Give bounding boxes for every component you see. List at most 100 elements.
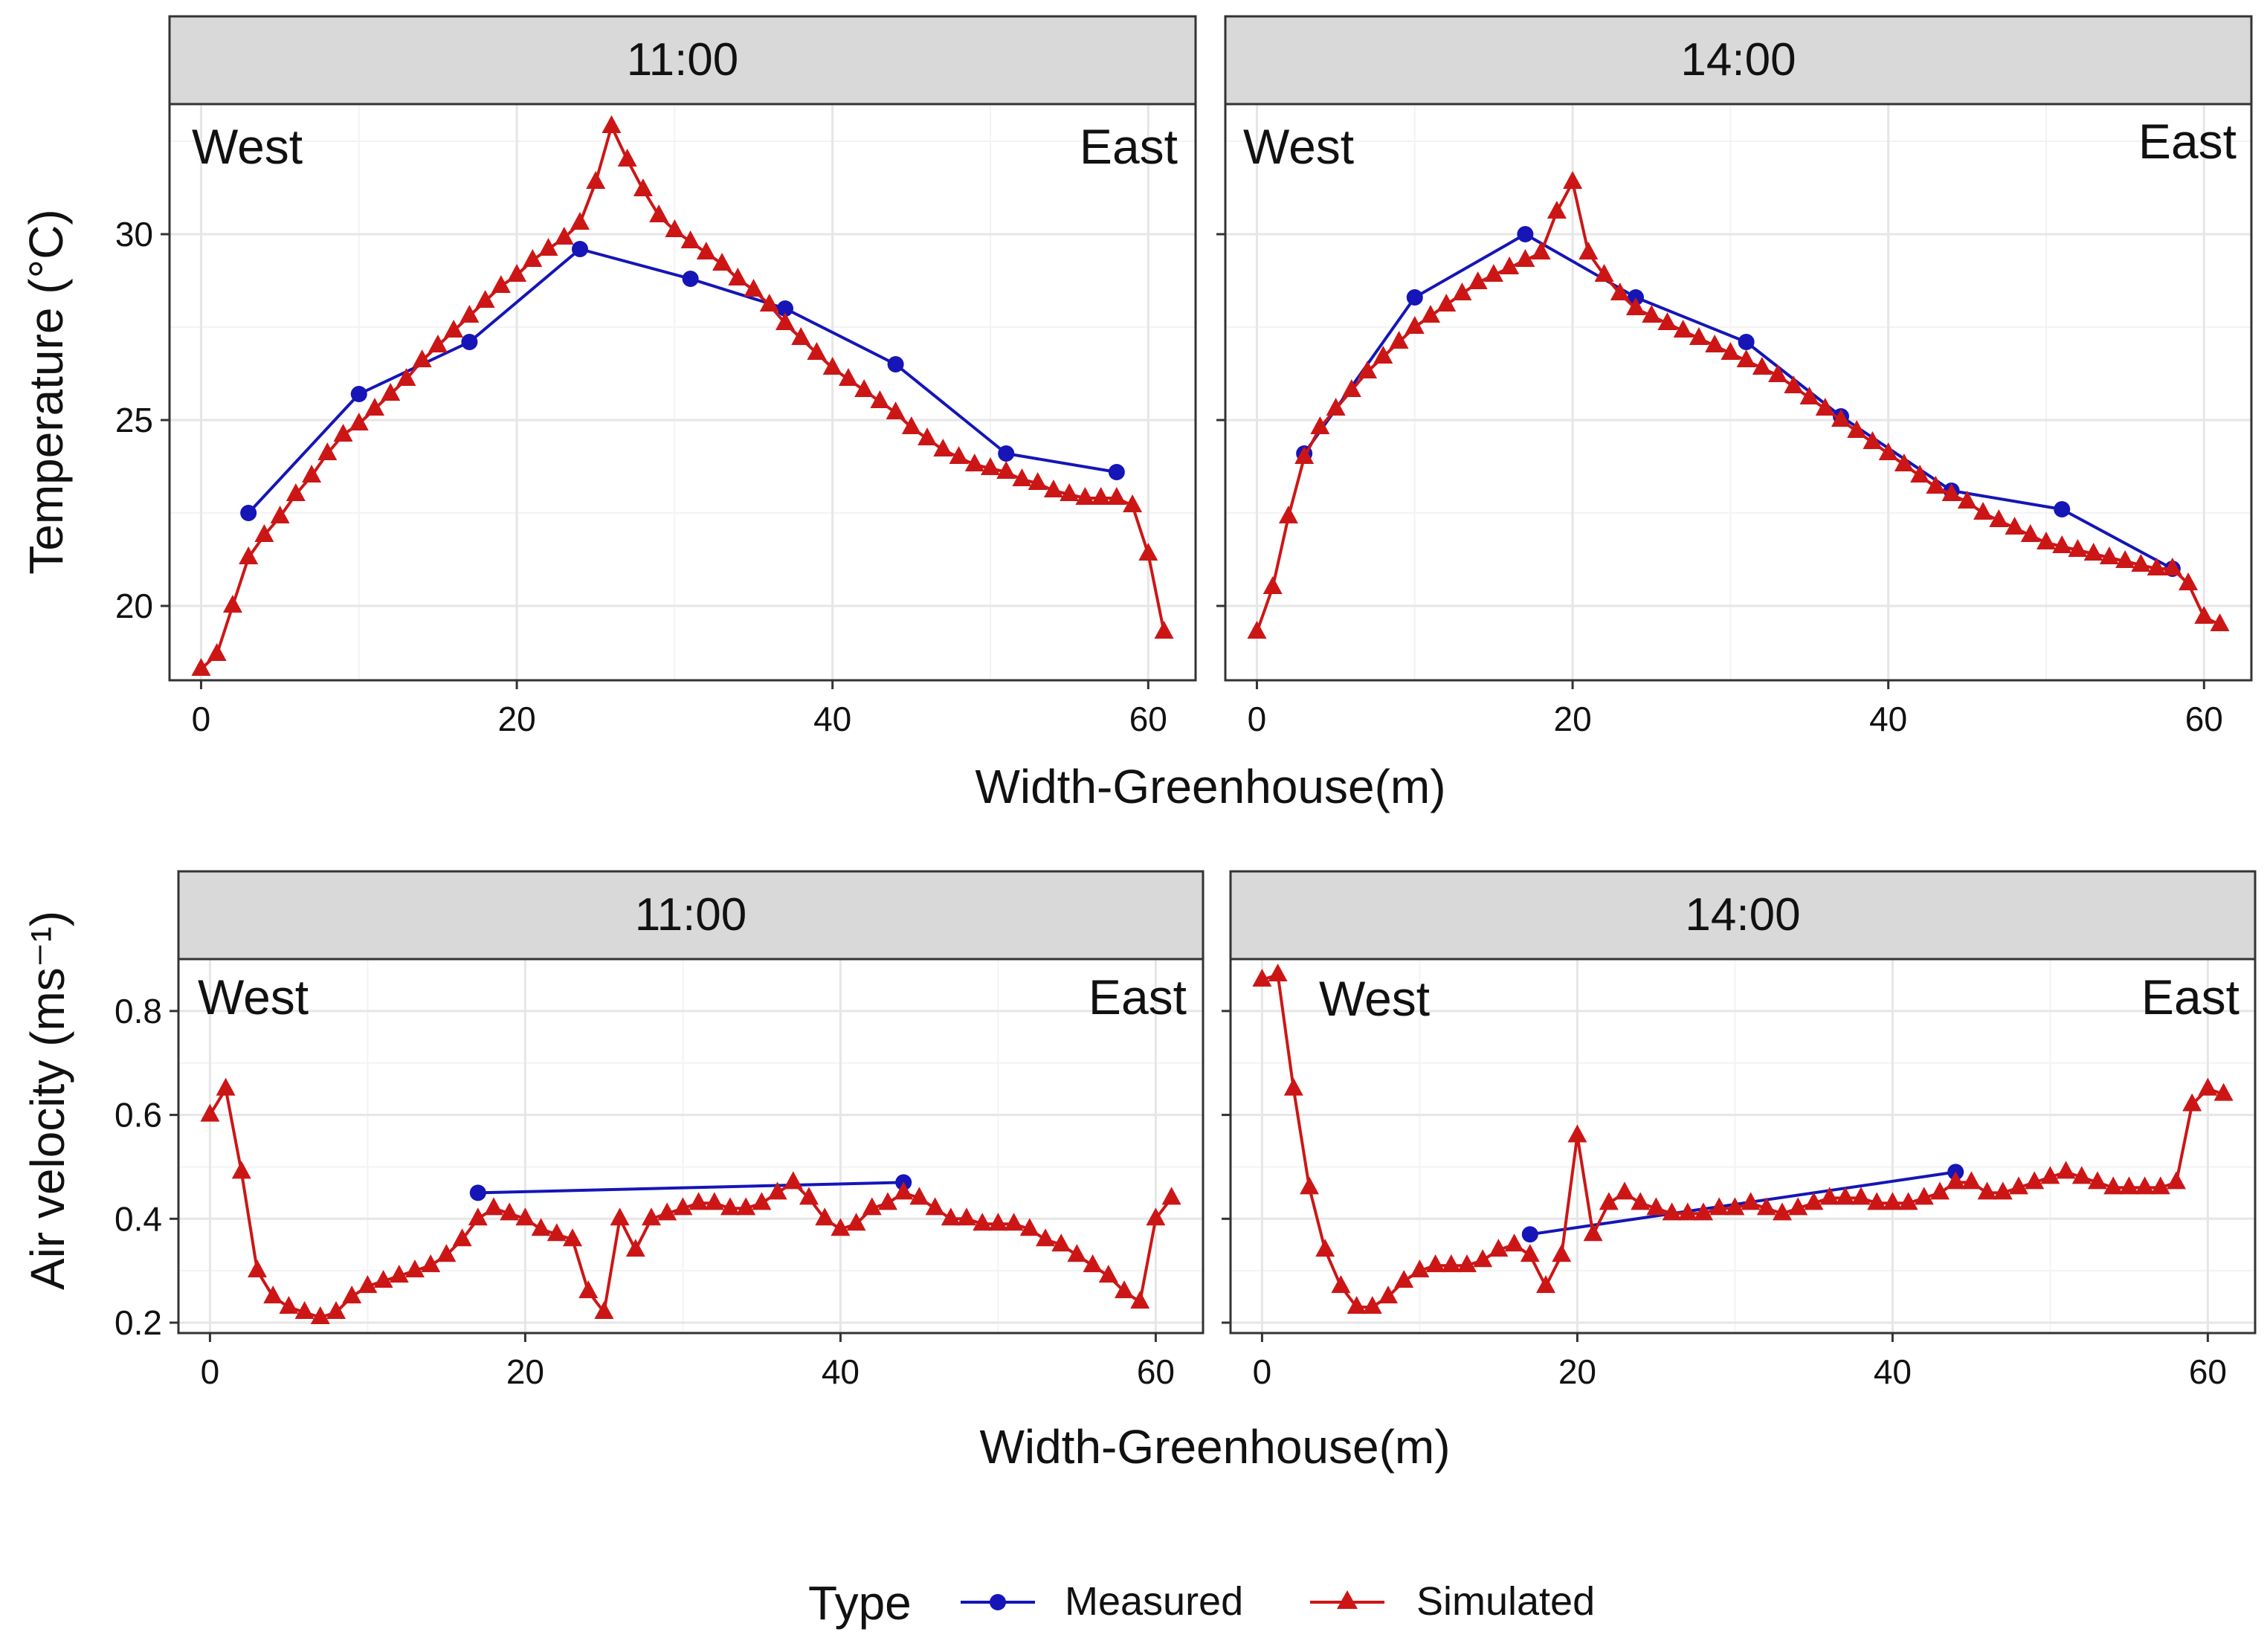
simulated-point: [1378, 1285, 1398, 1304]
simulated-point: [1473, 1249, 1493, 1268]
grid-lines: [178, 959, 1203, 1333]
simulated-point: [538, 238, 558, 256]
simulated-point: [2071, 1166, 2092, 1184]
simulated-point: [1898, 1192, 1918, 1210]
simulated-point: [633, 178, 653, 196]
simulated-point: [2083, 543, 2103, 561]
simulated-point: [1130, 1291, 1150, 1309]
simulated-point: [673, 1197, 693, 1216]
simulated-point: [405, 1259, 425, 1278]
legend: Type Measured Simulated: [808, 1576, 1595, 1630]
simulated-point: [925, 1197, 945, 1216]
simulated-point: [1421, 305, 1440, 323]
simulated-point: [1610, 283, 1630, 300]
simulated-point: [1347, 1296, 1367, 1314]
simulated-point: [1300, 1176, 1319, 1195]
simulated-point: [1028, 472, 1048, 490]
grid-lines: [1225, 104, 2251, 680]
simulated-point: [468, 1207, 488, 1226]
simulated-point: [1091, 487, 1111, 505]
panel-border: [168, 103, 1197, 682]
simulated-point: [1436, 294, 1457, 312]
simulated-point: [358, 1275, 378, 1294]
simulated-point: [1138, 543, 1158, 561]
simulated-point: [1536, 1275, 1555, 1294]
simulated-point: [231, 1161, 251, 1179]
measured-point: [1517, 226, 1534, 242]
measured-point: [2054, 501, 2071, 517]
simulated-point: [389, 1265, 409, 1283]
simulated-point: [1567, 1124, 1587, 1143]
simulated-point: [728, 268, 748, 285]
simulated-point: [1043, 480, 1063, 497]
simulated-point: [239, 546, 259, 564]
simulated-point: [1504, 1233, 1524, 1252]
simulated-point: [1294, 446, 1315, 464]
simulated-point: [1373, 346, 1393, 364]
east-label: East: [1089, 969, 1187, 1025]
panel-temperature-1100: 11:00 West East 0 20 40 60 20 25 30: [115, 15, 1197, 738]
simulated-point: [1341, 379, 1361, 397]
simulated-point: [1075, 487, 1095, 505]
tick-layer: 0 20 40 60: [1222, 1010, 2227, 1391]
simulated-point: [1161, 1187, 1181, 1205]
simulated-point: [1926, 476, 1946, 494]
simulated-point: [1957, 491, 1977, 509]
simulated-point: [1910, 465, 1930, 483]
simulated-point: [704, 1192, 724, 1210]
simulated-point: [2182, 1093, 2202, 1111]
simulated-point: [894, 1181, 914, 1200]
simulated-point: [396, 368, 416, 386]
simulated-point: [862, 1197, 882, 1216]
simulated-point: [2040, 1166, 2060, 1184]
simulated-point: [2167, 1171, 2186, 1190]
simulated-point: [365, 398, 384, 416]
facet-title: 11:00: [635, 889, 747, 940]
x-tick-label: 0: [1253, 1352, 1272, 1391]
simulated-point: [1615, 1181, 1634, 1200]
simulated-point: [2210, 613, 2230, 631]
panel-border: [1224, 103, 2253, 682]
panel-velocity-1100: 11:00 West East 0 20 40 60 0.2 0.4 0.6 0.8: [115, 870, 1205, 1391]
panel-background: [1225, 104, 2251, 680]
simulated-point: [1804, 1192, 1824, 1210]
x-tick-label: 60: [2185, 700, 2223, 738]
facet-title: 14:00: [1680, 34, 1796, 85]
simulated-point: [949, 446, 969, 464]
simulated-point: [846, 1213, 866, 1231]
simulated-point: [696, 242, 716, 259]
simulated-point: [1106, 487, 1126, 505]
simulated-point: [933, 439, 953, 456]
simulated-point: [1115, 1280, 1134, 1299]
measured-point: [240, 505, 257, 521]
y-tick-label: 0.2: [115, 1303, 162, 1342]
simulated-point: [1012, 468, 1032, 486]
simulated-point: [2179, 572, 2199, 590]
simulated-point: [1389, 331, 1409, 349]
simulated-point: [2020, 524, 2040, 542]
simulated-point: [1914, 1187, 1934, 1205]
simulated-point: [1067, 1244, 1087, 1262]
measured-point: [682, 271, 699, 287]
east-label: East: [2138, 114, 2237, 169]
simulated-point: [1283, 1077, 1303, 1096]
simulated-point: [988, 1213, 1008, 1231]
simulated-point: [1154, 621, 1174, 639]
measured-point: [1738, 334, 1755, 350]
simulated-point: [878, 1192, 897, 1210]
west-label: West: [1243, 119, 1354, 174]
simulated-point: [554, 227, 574, 245]
simulated-point: [1520, 1244, 1540, 1262]
simulated-point: [799, 1187, 819, 1205]
east-label: East: [2141, 969, 2239, 1025]
simulated-point: [546, 1223, 567, 1242]
simulated-point: [1263, 576, 1283, 594]
measured-point: [350, 386, 367, 402]
simulated-point: [2103, 1176, 2124, 1195]
tick-layer: 0 20 40 60 20 25 30: [115, 215, 1167, 738]
simulated-point: [373, 1270, 393, 1288]
simulated-point: [1362, 1296, 1382, 1314]
simulated-point: [1563, 171, 1583, 189]
simulated-point: [1662, 1202, 1682, 1221]
simulated-point: [1278, 506, 1298, 523]
